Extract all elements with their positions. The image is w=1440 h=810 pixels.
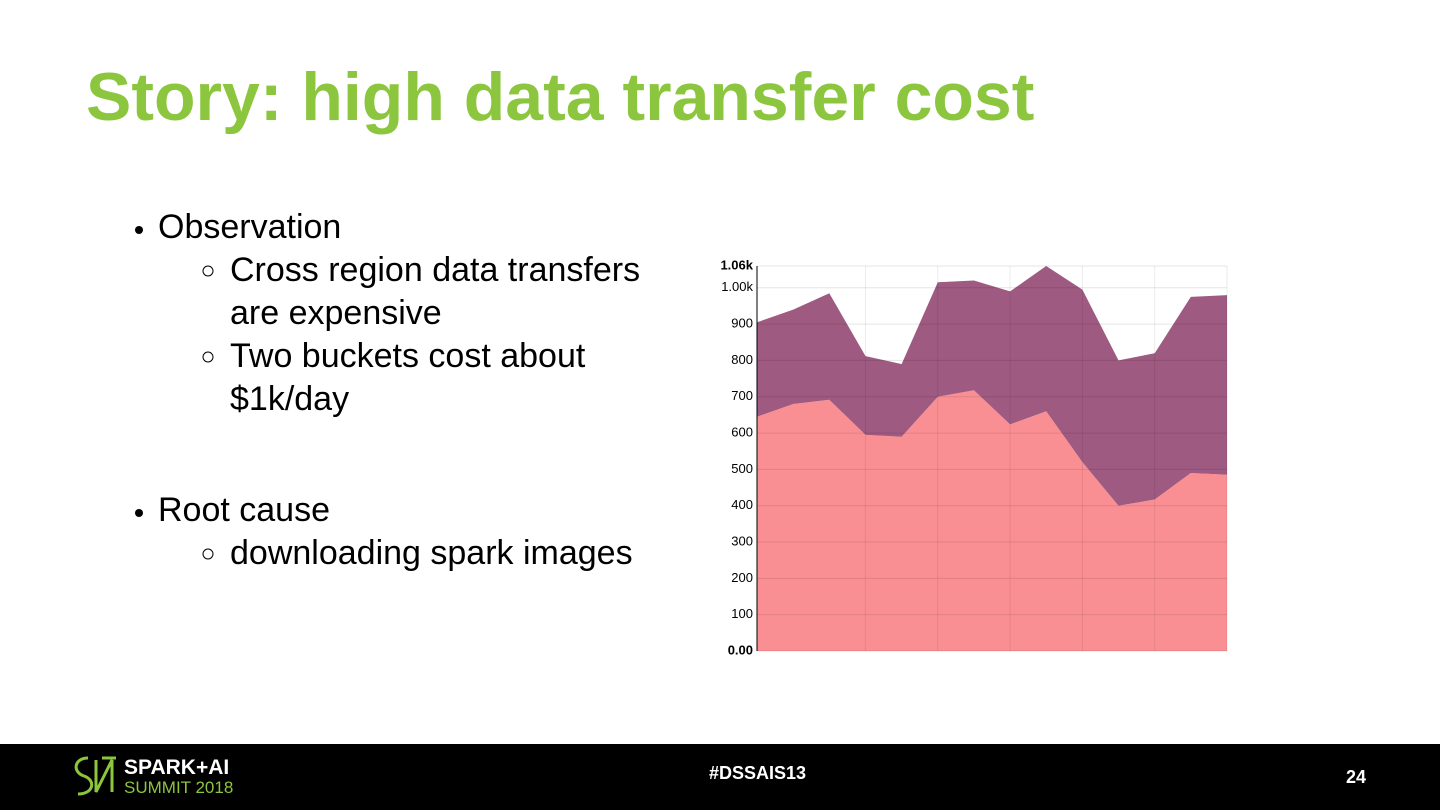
logo-subtext: SUMMIT 2018 <box>124 778 234 797</box>
y-tick-label: 1.06k <box>720 257 753 272</box>
sub-list: Cross region data transfers are expensiv… <box>158 249 670 421</box>
hashtag: #DSSAIS13 <box>709 763 807 783</box>
y-tick-label: 800 <box>731 352 753 367</box>
y-tick-label: 200 <box>731 570 753 585</box>
page-number: 24 <box>1346 767 1367 787</box>
y-tick-label: 600 <box>731 425 753 440</box>
sub-list: downloading spark images <box>158 532 670 575</box>
y-tick-label: 100 <box>731 606 753 621</box>
slide-title: Story: high data transfer cost <box>86 59 1035 135</box>
y-tick-label: 700 <box>731 388 753 403</box>
bullet-text: Observation <box>158 208 342 246</box>
sub-bullet: Two buckets cost about $1k/day <box>230 335 670 421</box>
y-tick-label: 300 <box>731 533 753 548</box>
area <box>757 266 1227 506</box>
y-tick-label: 400 <box>731 497 753 512</box>
y-tick-label: 500 <box>731 461 753 476</box>
y-tick-label: 1.00k <box>721 279 753 294</box>
chart: 0.00 100 200 300 400 500 600 700 800 900 1.00k 1.06… <box>720 257 1228 657</box>
logo-icon <box>74 756 116 796</box>
bullet: Observation Cross region data transfers … <box>158 206 678 421</box>
y-tick-label: 0.00 <box>728 642 753 657</box>
footer: SPARK+AI SUMMIT 2018 #DSSAIS13 24 <box>0 744 1440 810</box>
bullet: Root cause downloading spark images <box>158 489 678 575</box>
logo-text: SPARK+AI <box>124 756 230 779</box>
sub-bullet: Cross region data transfers are expensiv… <box>230 249 670 335</box>
bullet-list: Observation Cross region data transfers … <box>158 206 678 575</box>
area <box>757 390 1227 651</box>
y-tick-label: 900 <box>731 316 753 331</box>
sub-bullet: downloading spark images <box>230 532 670 575</box>
bullet-text: Root cause <box>158 491 330 529</box>
